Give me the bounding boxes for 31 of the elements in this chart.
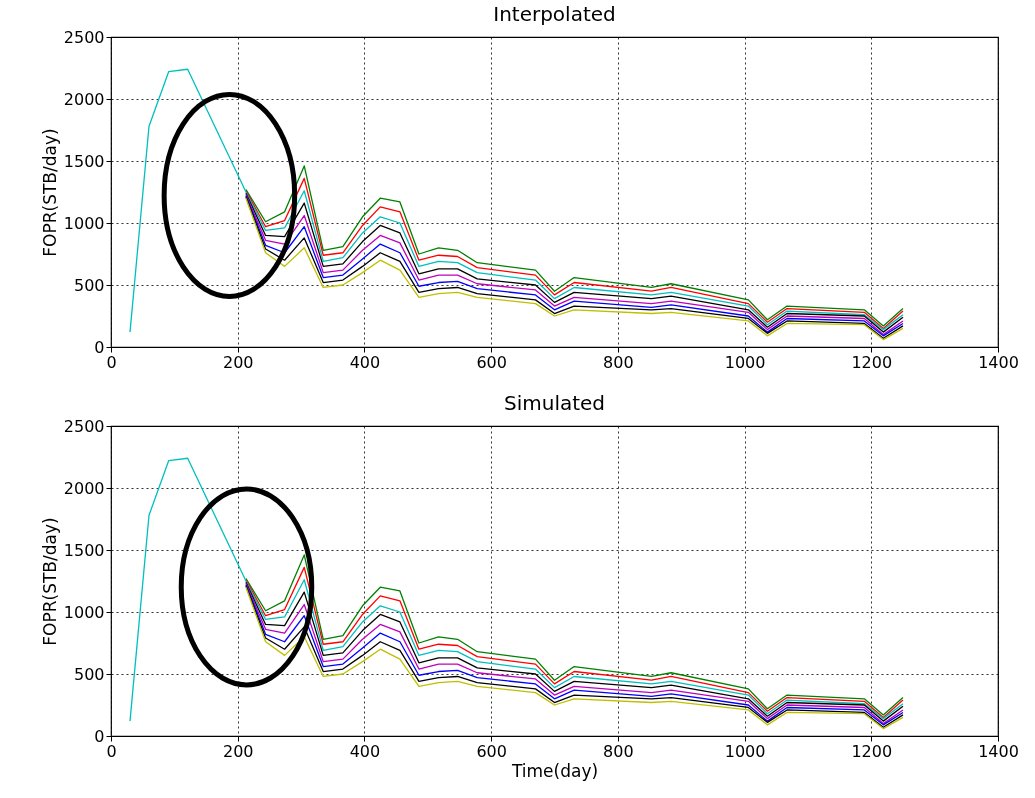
x-tick-label: 400 (349, 741, 381, 761)
x-tick-label: 1400 (978, 741, 1019, 761)
x-tick-label: 200 (222, 352, 254, 372)
x-tick-label: 1400 (978, 352, 1019, 372)
y-tick-label: 0 (94, 726, 105, 746)
y-tick-label: 500 (73, 664, 105, 684)
y-tick-label: 1500 (63, 151, 105, 171)
x-tick-label: 600 (476, 352, 507, 372)
x-tick-label: 1200 (851, 352, 893, 372)
x-tick-label: 800 (603, 741, 634, 761)
y-tick-label: 500 (73, 275, 105, 295)
x-tick-label: 200 (222, 741, 254, 761)
y-tick-label: 1000 (63, 213, 105, 233)
x-tick-label: 1000 (724, 352, 766, 372)
chart-title: Simulated (503, 391, 606, 415)
y-tick-label: 2500 (63, 416, 105, 436)
y-axis-title: FOPR(STB/day) (39, 517, 60, 646)
x-tick-label: 1000 (724, 741, 766, 761)
x-axis-title: Time(day) (510, 760, 599, 781)
y-tick-label: 2500 (63, 27, 105, 47)
x-tick-label: 1200 (851, 741, 893, 761)
x-tick-label: 400 (349, 352, 381, 372)
y-tick-label: 2000 (63, 89, 105, 109)
y-axis-title: FOPR(STB/day) (39, 128, 60, 257)
x-tick-label: 800 (603, 352, 634, 372)
y-tick-label: 1500 (63, 540, 105, 560)
y-tick-label: 0 (94, 337, 105, 357)
x-tick-label: 600 (476, 741, 507, 761)
chart-title: Interpolated (493, 2, 616, 26)
y-tick-label: 2000 (63, 478, 105, 498)
y-tick-label: 1000 (63, 602, 105, 622)
